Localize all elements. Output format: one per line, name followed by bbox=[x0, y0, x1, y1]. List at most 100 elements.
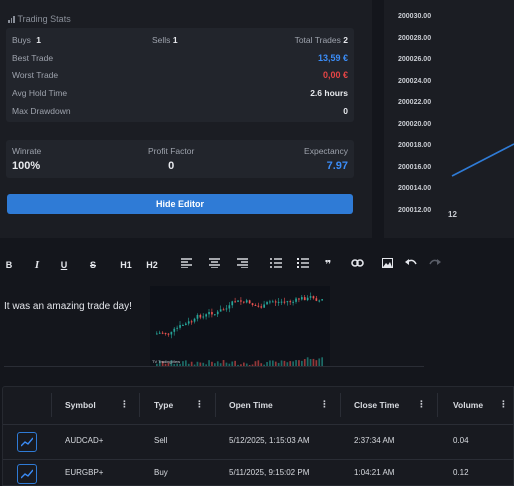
heading2-button[interactable]: H2 bbox=[146, 260, 158, 270]
volume-bar bbox=[248, 364, 251, 366]
volume-bar bbox=[222, 360, 225, 366]
undo-icon[interactable] bbox=[404, 258, 418, 272]
volume-bar bbox=[315, 360, 318, 366]
stats-title: Trading Stats bbox=[17, 14, 71, 24]
volume-bar bbox=[289, 361, 292, 366]
heading1-button[interactable]: H1 bbox=[120, 260, 132, 270]
candle-body bbox=[187, 321, 190, 324]
volume-bar bbox=[199, 362, 202, 366]
column-header-type[interactable]: Type bbox=[154, 400, 174, 410]
candle-body bbox=[312, 296, 315, 299]
candlestick-thumbnail bbox=[156, 292, 323, 366]
avg-hold-label: Avg Hold Time bbox=[12, 88, 68, 98]
close-time-menu-icon[interactable]: ⋮ bbox=[417, 399, 426, 409]
type-menu-icon[interactable]: ⋮ bbox=[195, 399, 204, 409]
candle-body bbox=[185, 323, 187, 326]
open-time-menu-icon[interactable]: ⋮ bbox=[320, 399, 329, 409]
candle-body bbox=[286, 301, 289, 303]
candle-body bbox=[211, 312, 213, 315]
candle-body bbox=[164, 332, 167, 334]
align-center-icon[interactable] bbox=[207, 258, 221, 272]
candle-body bbox=[263, 304, 265, 308]
column-header-open-time[interactable]: Open Time bbox=[229, 400, 273, 410]
align-left-icon[interactable] bbox=[179, 258, 193, 272]
candle-body bbox=[248, 300, 251, 304]
volume-bar bbox=[263, 364, 265, 366]
link-icon[interactable] bbox=[350, 258, 364, 272]
candle-body bbox=[306, 297, 309, 301]
y-tick-label: 200016.00 bbox=[398, 163, 432, 171]
trading-stats-panel: Trading Stats Buys 1 Sells 1 Total Trade… bbox=[0, 0, 372, 238]
winrate-value: 100% bbox=[12, 160, 41, 172]
best-trade-row: Best Trade 13,59 € bbox=[12, 53, 348, 67]
volume-bar bbox=[251, 364, 254, 366]
volume-bar bbox=[280, 360, 283, 366]
candle-body bbox=[254, 304, 257, 306]
column-header-volume[interactable]: Volume bbox=[453, 400, 484, 410]
candle-body bbox=[289, 301, 292, 303]
bold-button[interactable]: B bbox=[5, 260, 13, 270]
trade-chart-button[interactable] bbox=[17, 432, 37, 452]
profit-factor-label: Profit Factor bbox=[148, 146, 195, 156]
expectancy-value: 7.97 bbox=[326, 160, 348, 172]
equity-line bbox=[451, 143, 514, 177]
sells-label: Sells bbox=[152, 35, 171, 45]
strikethrough-button[interactable]: S bbox=[89, 260, 96, 270]
volume-bar bbox=[303, 359, 306, 366]
y-tick-label: 200026.00 bbox=[398, 56, 432, 63]
volume-bar bbox=[234, 360, 236, 366]
volume-menu-icon[interactable]: ⋮ bbox=[499, 399, 508, 409]
volume-bar bbox=[272, 360, 274, 366]
best-trade-value: 13,59 € bbox=[317, 53, 348, 63]
align-right-icon[interactable] bbox=[235, 258, 249, 272]
candle-body bbox=[309, 296, 312, 298]
candle-body bbox=[205, 314, 207, 317]
candle-body bbox=[315, 298, 318, 301]
max-drawdown-row: Max Drawdown 0 bbox=[12, 106, 348, 120]
candle-body bbox=[266, 302, 268, 305]
editor-text[interactable]: It was an amazing trade day! bbox=[4, 301, 132, 312]
volume-bar bbox=[216, 361, 219, 366]
volume-bar bbox=[245, 363, 248, 366]
candle-body bbox=[303, 297, 306, 301]
column-divider bbox=[340, 393, 341, 417]
volume-bar bbox=[274, 361, 277, 366]
redo-icon[interactable] bbox=[428, 258, 442, 272]
worst-trade-value: 0,00 € bbox=[322, 70, 348, 80]
y-tick-label: 200028.00 bbox=[398, 34, 432, 42]
winrate-metric: Winrate 100% bbox=[12, 146, 41, 172]
volume-bar bbox=[164, 363, 167, 366]
candle-body bbox=[318, 300, 321, 302]
type-cell: Sell bbox=[154, 436, 168, 445]
volume-bar bbox=[208, 360, 210, 366]
candle-body bbox=[274, 301, 277, 303]
underline-button[interactable]: U bbox=[60, 260, 68, 270]
volume-bar bbox=[182, 361, 184, 366]
candle-body bbox=[167, 333, 170, 335]
column-header-symbol[interactable]: Symbol bbox=[65, 400, 96, 410]
volume-bar bbox=[237, 364, 239, 366]
volume-bar bbox=[286, 362, 289, 366]
trade-chart-button[interactable] bbox=[17, 464, 37, 484]
column-divider bbox=[139, 393, 140, 417]
expectancy-label: Expectancy bbox=[304, 146, 348, 156]
type-cell: Buy bbox=[154, 468, 168, 477]
numbered-list-icon[interactable] bbox=[296, 258, 310, 272]
bullet-list-icon[interactable] bbox=[269, 258, 283, 272]
symbol-menu-icon[interactable]: ⋮ bbox=[120, 399, 129, 409]
candle-body bbox=[234, 301, 236, 303]
image-icon[interactable] bbox=[380, 258, 394, 272]
quote-icon[interactable]: ❞ bbox=[324, 259, 332, 271]
volume-bar bbox=[309, 359, 312, 366]
volume-bar bbox=[269, 360, 271, 366]
y-tick-label: 200012.00 bbox=[398, 206, 432, 214]
x-axis-tick: 12 bbox=[448, 210, 457, 219]
hide-editor-button[interactable]: Hide Editor bbox=[7, 194, 353, 214]
candle-body bbox=[225, 308, 228, 310]
column-header-close-time[interactable]: Close Time bbox=[354, 400, 400, 410]
volume-bar bbox=[321, 357, 323, 366]
italic-button[interactable]: I bbox=[34, 259, 40, 271]
editor-divider bbox=[4, 366, 424, 367]
volume-bar bbox=[277, 362, 280, 366]
volume-bar bbox=[205, 364, 207, 366]
